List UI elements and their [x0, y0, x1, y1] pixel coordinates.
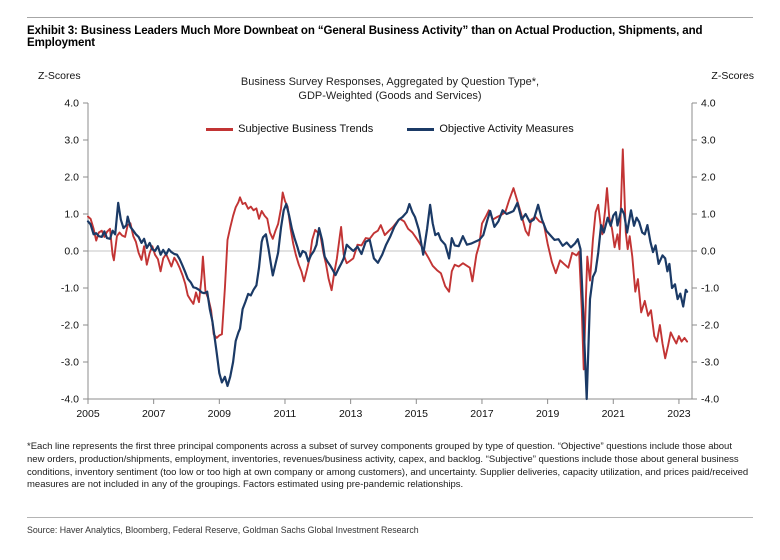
chart-canvas: 4.0 4.0 3.0 3.0 2.0 2.0 1.0 1.0 0.0 0.0 -1.0 -1.0 -2…: [61, 98, 719, 421]
x-axis-tick-label: 2011: [274, 408, 297, 420]
x-axis-tick-label: 2015: [405, 408, 429, 420]
y-axis-tick-label-left: -4.0: [61, 394, 79, 406]
y-axis-tick-label-left: -2.0: [61, 320, 79, 332]
y-axis-tick-label-right: -1.0: [701, 283, 719, 295]
chart-legend: Subjective Business Trends Objective Act…: [0, 123, 780, 135]
legend-label-subjective: Subjective Business Trends: [238, 123, 374, 135]
x-axis-tick-label: 2019: [536, 408, 560, 420]
y-axis-tick-label-right: 2.0: [701, 172, 716, 184]
source-line: Source: Haver Analytics, Bloomberg, Fede…: [27, 525, 419, 535]
x-axis-tick-label: 2013: [339, 408, 363, 420]
legend-label-objective: Objective Activity Measures: [439, 123, 574, 135]
legend-swatch-navy-line: [407, 127, 435, 131]
y-axis-tick-label-right: -2.0: [701, 320, 719, 332]
bottom-divider: [27, 517, 753, 518]
x-axis-tick-label: 2017: [470, 408, 494, 420]
y-axis-tick-label-left: 2.0: [64, 172, 79, 184]
chart-title-line2: GDP-Weighted (Goods and Services): [298, 90, 482, 102]
y-axis-tick-label-left: 3.0: [64, 135, 79, 147]
x-axis-tick-label: 2023: [667, 408, 691, 420]
chart-footnote: *Each line represents the first three pr…: [27, 441, 749, 491]
y-axis-tick-label-right: 4.0: [701, 98, 716, 110]
y-axis-tick-label-right: 3.0: [701, 135, 716, 147]
chart-title-line1: Business Survey Responses, Aggregated by…: [240, 76, 540, 88]
x-axis-tick-label: 2005: [76, 408, 100, 420]
y-axis-title-right: Z-Scores: [711, 70, 754, 82]
y-axis-tick-label-left: 4.0: [64, 98, 79, 110]
y-axis-tick-label-left: -3.0: [61, 357, 79, 369]
legend-item-subjective: Subjective Business Trends: [206, 123, 373, 135]
series-line-subjective: [87, 148, 689, 371]
y-axis-tick-label-right: 1.0: [701, 209, 716, 221]
y-axis-title-left: Z-Scores: [38, 70, 81, 82]
y-axis-tick-label-left: -1.0: [61, 283, 79, 295]
y-axis-tick-label-right: -4.0: [701, 394, 719, 406]
x-axis-tick-label: 2009: [208, 408, 232, 420]
series-line-objective: [86, 201, 689, 401]
y-axis-tick-label-right: 0.0: [701, 246, 716, 258]
legend-swatch-red-line: [206, 127, 234, 131]
y-axis-tick-label-right: -3.0: [701, 357, 719, 369]
x-axis-tick-label: 2021: [602, 408, 626, 420]
top-divider: [27, 17, 753, 18]
y-axis-tick-label-left: 1.0: [64, 209, 79, 221]
exhibit-title: Exhibit 3: Business Leaders Much More Do…: [27, 25, 703, 49]
x-axis-tick-label: 2007: [142, 408, 166, 420]
legend-item-objective: Objective Activity Measures: [407, 123, 574, 135]
chart-title: Business Survey Responses, Aggregated by…: [120, 75, 660, 103]
y-axis-tick-label-left: 0.0: [64, 246, 79, 258]
